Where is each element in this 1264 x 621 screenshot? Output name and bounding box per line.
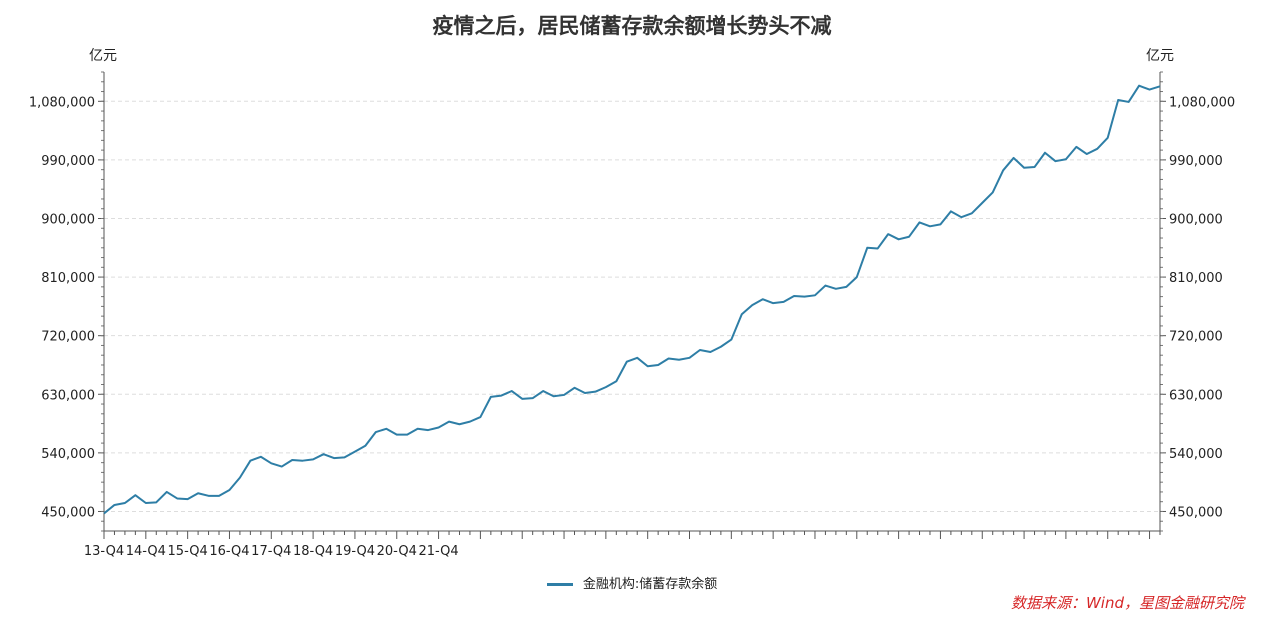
y-tick-label-right: 900,000	[1169, 212, 1223, 227]
legend: 金融机构:储蓄存款余额	[0, 573, 1264, 592]
x-tick-label: 19-Q4	[335, 544, 375, 559]
legend-swatch	[546, 583, 573, 586]
y-tick-label-left: 990,000	[41, 154, 95, 169]
x-tick-label: 17-Q4	[251, 544, 291, 559]
x-tick-labels: 13-Q4 14-Q4 15-Q4 16-Q4 17-Q4 18-Q4 19-Q4 20-Q4…	[84, 544, 459, 559]
x-tick-label: 21-Q4	[418, 544, 458, 559]
x-tick-label: 16-Q4	[209, 544, 249, 559]
y-tick-label-right: 810,000	[1169, 271, 1223, 286]
y-tick-label-left: 720,000	[41, 330, 95, 345]
y-axis-unit-right: 亿元	[1146, 48, 1174, 64]
data-source: 数据来源：Wind，星图金融研究院	[1010, 594, 1244, 612]
series-line	[103, 84, 1161, 515]
y-tick-label-left: 630,000	[41, 388, 95, 403]
y-tick-label-left: 900,000	[41, 212, 95, 227]
y-tick-label-left: 450,000	[41, 505, 95, 520]
y-axis-unit-left: 亿元	[89, 48, 117, 64]
x-tick-label: 14-Q4	[126, 544, 166, 559]
y-tick-label-right: 540,000	[1169, 447, 1223, 462]
x-tick-label: 13-Q4	[84, 544, 124, 559]
grid-lines	[104, 100, 1160, 512]
y-tick-label-right: 630,000	[1169, 388, 1223, 403]
y-tick-label-left: 810,000	[41, 271, 95, 286]
x-tick-label: 18-Q4	[293, 544, 333, 559]
y-tick-labels-right: 450,000 540,000 630,000 720,000 810,000 900,0…	[1169, 95, 1235, 520]
chart-title: 疫情之后，居民储蓄存款余额增长势头不减	[432, 14, 832, 38]
x-tick-label: 20-Q4	[377, 544, 417, 559]
y-tick-label-right: 450,000	[1169, 505, 1223, 520]
series-group	[103, 84, 1161, 515]
y-tick-label-right: 990,000	[1169, 154, 1223, 169]
y-tick-label-left: 540,000	[41, 447, 95, 462]
y-tick-labels-left: 450,000 540,000 630,000 720,000 810,000 900,0…	[29, 95, 95, 520]
y-tick-label-right: 720,000	[1169, 330, 1223, 345]
legend-label: 金融机构:储蓄存款余额	[582, 577, 718, 592]
axes	[98, 71, 1166, 539]
y-tick-label-left: 1,080,000	[29, 95, 95, 110]
x-tick-label: 15-Q4	[168, 544, 208, 559]
y-tick-label-right: 1,080,000	[1169, 95, 1235, 110]
